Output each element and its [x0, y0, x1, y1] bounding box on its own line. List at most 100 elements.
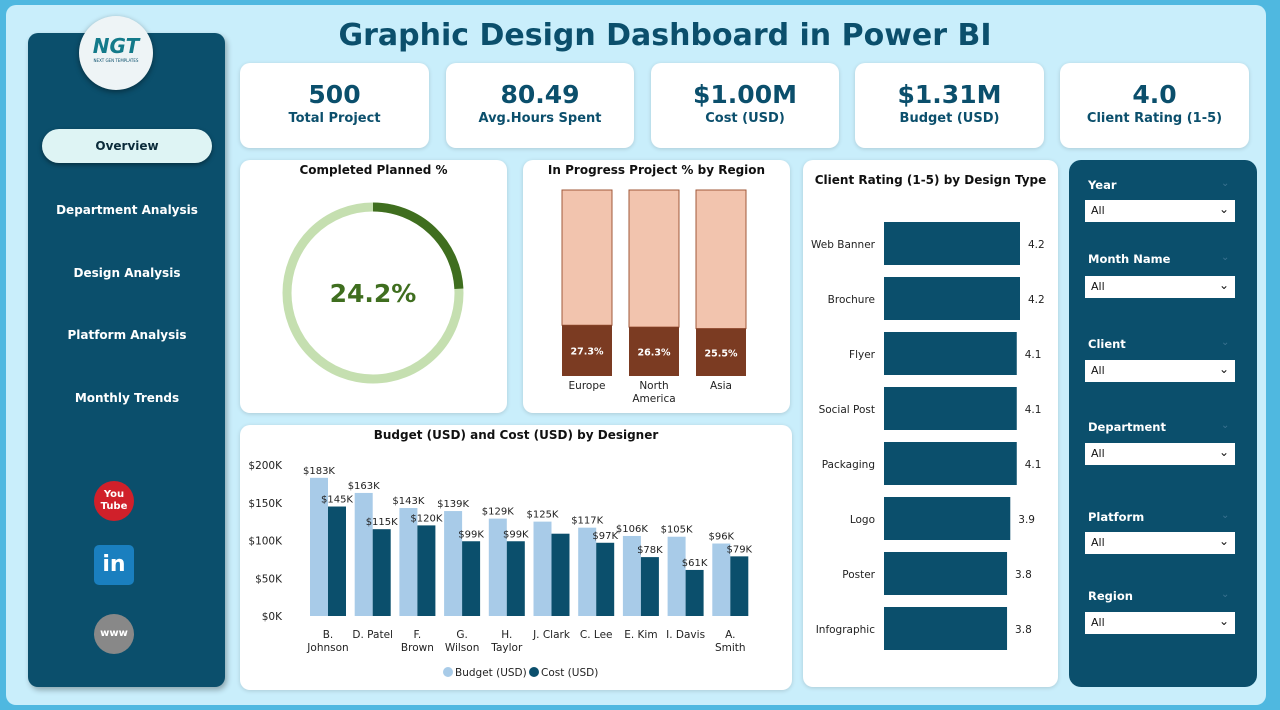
logo-subtext: NEXT GEN TEMPLATES [93, 58, 139, 63]
rating-bar [884, 607, 1008, 650]
donut-card: Completed Planned % 24.2% [240, 160, 507, 413]
slicer-client-dropdown[interactable]: All ⌄ [1085, 360, 1235, 382]
rating-bar-label: 3.9 [1018, 514, 1035, 526]
slicer-value: All [1091, 280, 1105, 293]
rating-axis-label: Poster [842, 569, 875, 581]
x-axis-label: F. [414, 629, 422, 641]
x-axis-label: Brown [401, 642, 434, 654]
cost-bar [417, 525, 436, 616]
kpi-client-rating: 4.0 Client Rating (1-5) [1060, 63, 1249, 148]
chevron-down-icon[interactable]: ⌄ [1221, 337, 1230, 348]
cost-bar [730, 556, 749, 616]
slicer-region-dropdown[interactable]: All ⌄ [1085, 612, 1235, 634]
budget-bar [622, 535, 641, 616]
budget-data-label: $125K [526, 510, 558, 521]
chart-title: Client Rating (1-5) by Design Type [814, 173, 1047, 187]
kpi-label: Total Project [288, 111, 381, 126]
nav-overview[interactable]: Overview [42, 129, 212, 163]
chevron-down-icon[interactable]: ⌄ [1221, 420, 1230, 431]
rating-axis-label: Web Banner [811, 239, 876, 251]
cost-bar [462, 541, 481, 616]
rating-bar-label: 3.8 [1015, 569, 1032, 581]
cost-data-label: $97K [592, 531, 618, 542]
x-axis-label: D. Patel [352, 629, 393, 641]
slicer-platform-dropdown[interactable]: All ⌄ [1085, 532, 1235, 554]
nav-design-analysis[interactable]: Design Analysis [73, 266, 181, 280]
budget-bar [488, 518, 507, 616]
region-bar-label: 25.5% [705, 348, 738, 359]
region-bar-label: 26.3% [638, 348, 671, 359]
donut-chart: 24.2% [282, 202, 464, 384]
region-bar-remainder [695, 189, 747, 330]
rating-bar-label: 4.2 [1028, 294, 1045, 306]
kpi-total-project: 500 Total Project [240, 63, 429, 148]
budget-bar [578, 527, 597, 616]
chevron-down-icon[interactable]: ⌄ [1221, 510, 1230, 521]
slicer-month-dropdown[interactable]: All ⌄ [1085, 276, 1235, 298]
chart-title: In Progress Project % by Region [547, 163, 766, 177]
region-card: In Progress Project % by Region 27.3% Eur… [523, 160, 790, 413]
rating-chart: Web Banner 4.2 Brochure 4.2 Flyer 4.1 Social P… [811, 222, 1045, 650]
region-axis-label: North [639, 380, 668, 392]
cost-bar [551, 533, 570, 616]
budget-data-label: $105K [661, 525, 693, 536]
globe-icon[interactable]: www [94, 614, 134, 654]
rating-axis-label: Packaging [822, 459, 875, 471]
chevron-down-icon[interactable]: ⌄ [1221, 252, 1230, 263]
slicer-region-label: Region [1088, 589, 1133, 603]
cost-data-label: $79K [726, 544, 752, 555]
kpi-value: $1.31M [897, 80, 1002, 109]
rating-bar-label: 4.1 [1025, 459, 1042, 471]
region-bar [562, 325, 612, 376]
donut-label: 24.2% [330, 279, 417, 308]
rating-axis-label: Brochure [828, 294, 875, 306]
rating-axis-label: Social Post [819, 404, 875, 416]
slicer-year-dropdown[interactable]: All ⌄ [1085, 200, 1235, 222]
slicer-department-dropdown[interactable]: All ⌄ [1085, 443, 1235, 465]
budget-bar [444, 511, 463, 616]
budget-data-label: $139K [437, 499, 469, 510]
cost-data-label: $61K [682, 558, 708, 569]
youtube-icon[interactable]: You Tube [94, 481, 134, 521]
rating-axis-label: Logo [850, 514, 875, 526]
legend-label: Budget (USD) [455, 667, 527, 679]
region-bar [696, 328, 746, 376]
chevron-down-icon[interactable]: ⌄ [1221, 178, 1230, 189]
x-axis-label: C. Lee [580, 629, 613, 641]
kpi-label: Budget (USD) [899, 111, 1000, 126]
y-tick-label: $150K [248, 498, 283, 510]
cost-bar [506, 541, 525, 616]
slicer-value: All [1091, 204, 1105, 217]
budget-data-label: $163K [348, 481, 380, 492]
slicer-panel: Year ⌄ All ⌄ Month Name ⌄ All ⌄ Client ⌄ All ⌄… [1069, 160, 1257, 687]
region-bar-label: 27.3% [571, 347, 604, 358]
rating-bar-label: 4.1 [1025, 404, 1042, 416]
slicer-value: All [1091, 616, 1105, 629]
x-axis-label: B. [323, 629, 334, 641]
x-axis-label: E. Kim [624, 629, 657, 641]
budget-bar [712, 543, 731, 616]
kpi-budget: $1.31M Budget (USD) [855, 63, 1044, 148]
linkedin-icon[interactable]: in [94, 545, 134, 585]
slicer-value: All [1091, 536, 1105, 549]
nav-department-analysis[interactable]: Department Analysis [56, 203, 198, 217]
slicer-client-label: Client [1088, 337, 1126, 351]
rating-bar [884, 552, 1008, 595]
slicer-month-label: Month Name [1088, 252, 1171, 266]
budget-data-label: $96K [708, 532, 734, 543]
nav-monthly-trends[interactable]: Monthly Trends [74, 391, 180, 405]
logo: NGT NEXT GEN TEMPLATES [79, 16, 153, 90]
cost-bar [685, 569, 704, 616]
chart-title: Budget (USD) and Cost (USD) by Designer [373, 428, 659, 442]
rating-bar [884, 442, 1017, 485]
slicer-value: All [1091, 447, 1105, 460]
region-axis-label: America [632, 393, 675, 405]
region-axis-label: Europe [569, 380, 606, 392]
cost-data-label: $120K [410, 513, 442, 524]
chevron-down-icon[interactable]: ⌄ [1221, 589, 1230, 600]
region-axis-label: Asia [710, 380, 732, 392]
chevron-down-icon: ⌄ [1218, 278, 1229, 292]
designer-chart: $0K $50K $100K $150K $200K $183K $145K B.Johnso… [248, 460, 752, 679]
budget-data-label: $117K [571, 516, 603, 527]
nav-platform-analysis[interactable]: Platform Analysis [67, 328, 187, 342]
